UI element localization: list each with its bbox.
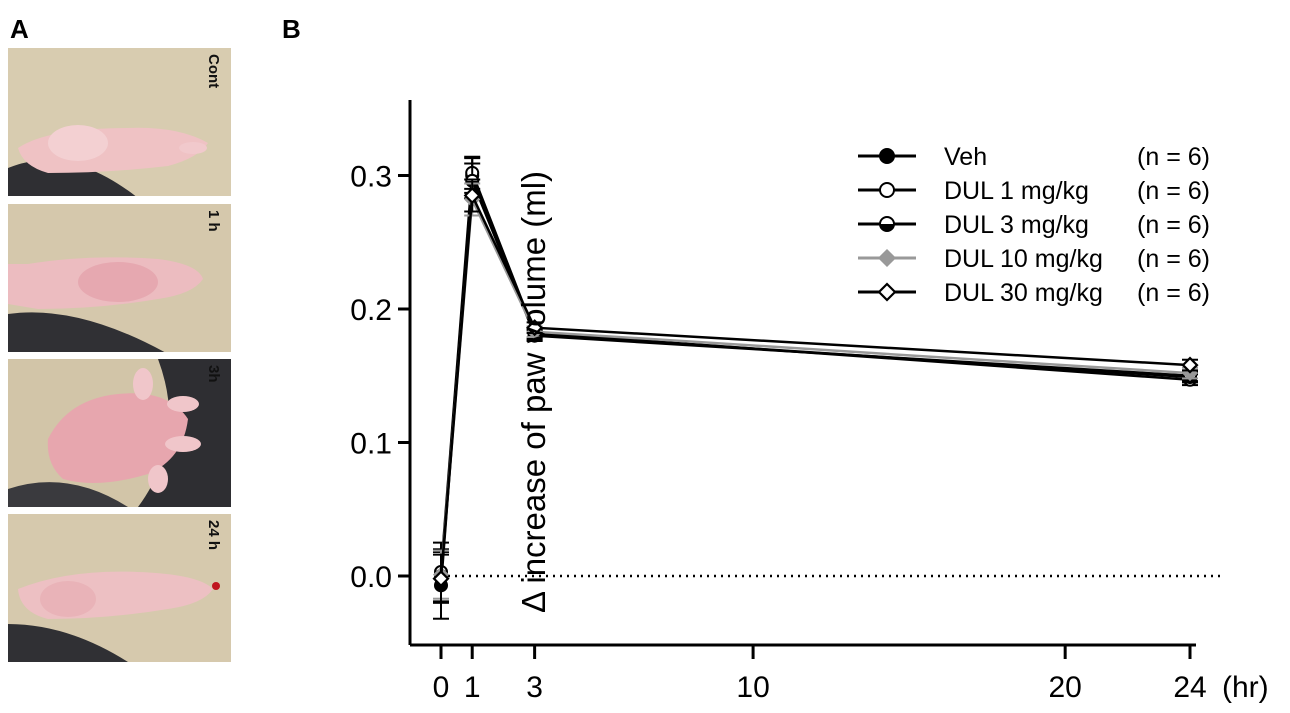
legend-entry: DUL 3 mg/kg (n = 6): [858, 211, 1210, 239]
paw-photo-1h: 1 h: [8, 204, 231, 352]
legend-label: DUL 1 mg/kg: [944, 177, 1089, 205]
x-tick-label: 10: [736, 671, 769, 704]
legend-n: (n = 6): [1137, 245, 1210, 273]
legend-entry: DUL 1 mg/kg (n = 6): [858, 177, 1210, 205]
marker-open-diamond: [432, 570, 450, 588]
legend-n: (n = 6): [1137, 177, 1210, 205]
marker-filled-circle: [879, 148, 895, 164]
series-dul-30-mg-kg: [432, 178, 1199, 604]
legend-entry: DUL 10 mg/kg (n = 6): [858, 245, 1210, 273]
paw-photo-cont: Cont: [8, 48, 231, 196]
series-line: [439, 180, 1191, 577]
marker-open-circle: [879, 182, 895, 198]
x-tick-label: 0: [433, 671, 450, 704]
y-axis-label: Δ increase of paw volume (ml): [515, 171, 552, 613]
y-tick-label: 0.3: [350, 161, 392, 194]
legend-n: (n = 6): [1137, 279, 1210, 307]
photo-label-24h: 24 h: [205, 520, 222, 551]
paw-photo-24h: 24 h: [8, 514, 231, 662]
marker-open-diamond: [463, 186, 481, 205]
marker-open-diamond: [526, 319, 544, 337]
legend-entry: Veh (n = 6): [858, 143, 1210, 171]
photo-label-cont: Cont: [205, 54, 222, 89]
y-tick-label: 0.1: [350, 428, 392, 461]
chart-axes: 0.0 0.1 0.2 0.3 0 1 3 10 20 24: [350, 100, 1222, 704]
paw-volume-chart: 0.00.10.20.30 1 3 10 20 24 Veh (n = 6)DUL 1 mg…: [350, 100, 1269, 704]
panel-a-letter: A: [10, 14, 29, 44]
x-axis-label: (hr): [1222, 671, 1269, 704]
marker-half-fill: [880, 224, 894, 231]
y-tick-label: 0.2: [350, 294, 392, 327]
marker-filled-diamond: [877, 248, 897, 268]
x-tick-label: 24: [1173, 671, 1206, 704]
legend-label: DUL 10 mg/kg: [944, 245, 1103, 273]
legend-entry: DUL 30 mg/kg (n = 6): [858, 279, 1210, 307]
panel-b-letter: B: [282, 14, 301, 44]
legend-n: (n = 6): [1137, 211, 1210, 239]
legend-n: (n = 6): [1137, 143, 1210, 171]
marker-open-diamond: [877, 282, 897, 302]
marker-open-diamond: [1181, 356, 1199, 374]
x-tick-label: 3: [526, 671, 543, 704]
chart-series-layer: [432, 155, 1199, 620]
chart-legend: Veh (n = 6) DUL 1 mg/kg (n = 6) DUL 3 mg/kg (…: [858, 143, 1210, 307]
x-tick-label: 1: [464, 671, 481, 704]
y-tick-label: 0.0: [350, 561, 392, 594]
x-tick-label: 20: [1048, 671, 1081, 704]
photo-label-3h: 3h: [205, 365, 222, 383]
paw-photo-3h: 3h: [8, 359, 231, 507]
legend-label: Veh: [944, 143, 987, 171]
photo-label-1h: 1 h: [205, 210, 222, 232]
series-line: [439, 190, 1191, 579]
legend-label: DUL 30 mg/kg: [944, 279, 1103, 307]
legend-label: DUL 3 mg/kg: [944, 211, 1089, 239]
